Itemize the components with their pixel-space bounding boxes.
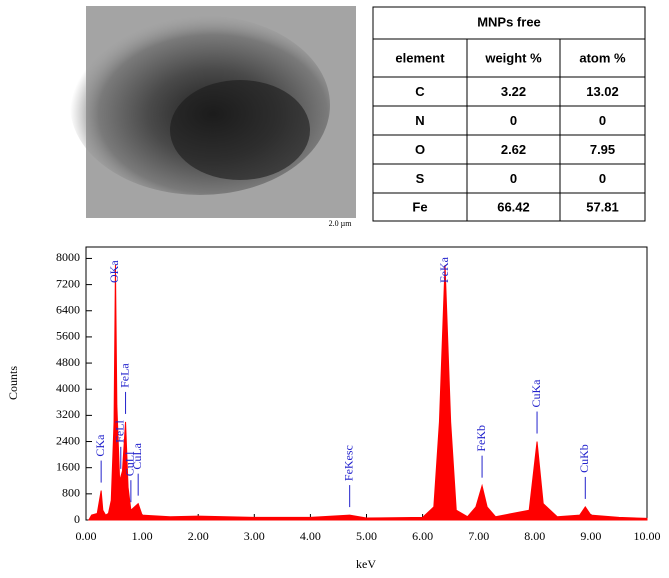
y-tick-label: 0 [74,512,80,526]
annotation: FeKb [474,425,488,452]
x-tick-label: 9.00 [580,529,601,543]
annotation: OKa [107,260,121,283]
chart: Counts keV 0 800 1600 2400 3200 4000 4800 5600 6… [6,246,661,571]
table-cell: O [415,142,425,157]
annotation: CKa [93,434,107,457]
x-tick-label: 2.00 [188,529,209,543]
y-tick-label: 6400 [56,303,80,317]
annotation: CuLl [123,451,137,476]
x-tick-label: 4.00 [300,529,321,543]
x-tick-label: 1.00 [132,529,153,543]
annotation: FeKesc [341,445,355,481]
annotation: CuKa [529,379,543,408]
y-tick-label: 5600 [56,329,80,343]
table-cell: 0 [599,113,606,128]
table-cell: 0 [510,113,517,128]
table-cell: 0 [599,171,606,186]
table-cell: 0 [510,171,517,186]
table-title: MNPs free [477,14,541,29]
table-cell: 57.81 [586,199,619,214]
x-tick-label: 8.00 [524,529,545,543]
tem-image: 2.0 µm [70,6,356,228]
table-cell: 7.95 [590,142,615,157]
y-tick-label: 800 [62,486,80,500]
y-axis-label: Counts [6,366,20,400]
table-cell: C [415,84,425,99]
x-axis-label: keV [356,557,376,571]
y-tick-label: 4000 [56,381,80,395]
table-cell: N [415,113,424,128]
x-tick-label: 6.00 [412,529,433,543]
table-cell: 13.02 [586,84,619,99]
particle-core [170,80,310,180]
table-cell: 66.42 [497,199,530,214]
x-tick-label: 5.00 [356,529,377,543]
y-tick-label: 3200 [56,407,80,421]
column-header: atom % [579,50,626,65]
table: MNPs free element weight % atom % C 3.22 13.02… [372,6,646,222]
y-tick-label: 1600 [56,459,80,473]
column-header: element [395,50,445,65]
spectrum [87,264,648,521]
scale-label: 2.0 µm [329,219,353,228]
x-tick-label: 10.00 [634,529,661,543]
plot-frame [85,246,648,521]
annotation: CuKb [577,444,591,473]
annotation: FeKa [437,256,451,283]
table-cell: 2.62 [501,142,526,157]
x-tick-label: 7.00 [468,529,489,543]
annotation: FeLl [113,420,127,443]
y-tick-label: 8000 [56,250,80,264]
table-cell: Fe [412,199,427,214]
column-header: weight % [484,50,542,65]
table-border [372,6,646,222]
table-cell: 3.22 [501,84,526,99]
table-cell: S [416,171,425,186]
y-tick-label: 4800 [56,355,80,369]
y-tick-label: 7200 [56,276,80,290]
x-tick-label: 0.00 [76,529,97,543]
annotation: CuLa [130,442,144,469]
x-tick-label: 3.00 [244,529,265,543]
y-tick-label: 2400 [56,433,80,447]
annotation: FeLa [117,363,131,388]
